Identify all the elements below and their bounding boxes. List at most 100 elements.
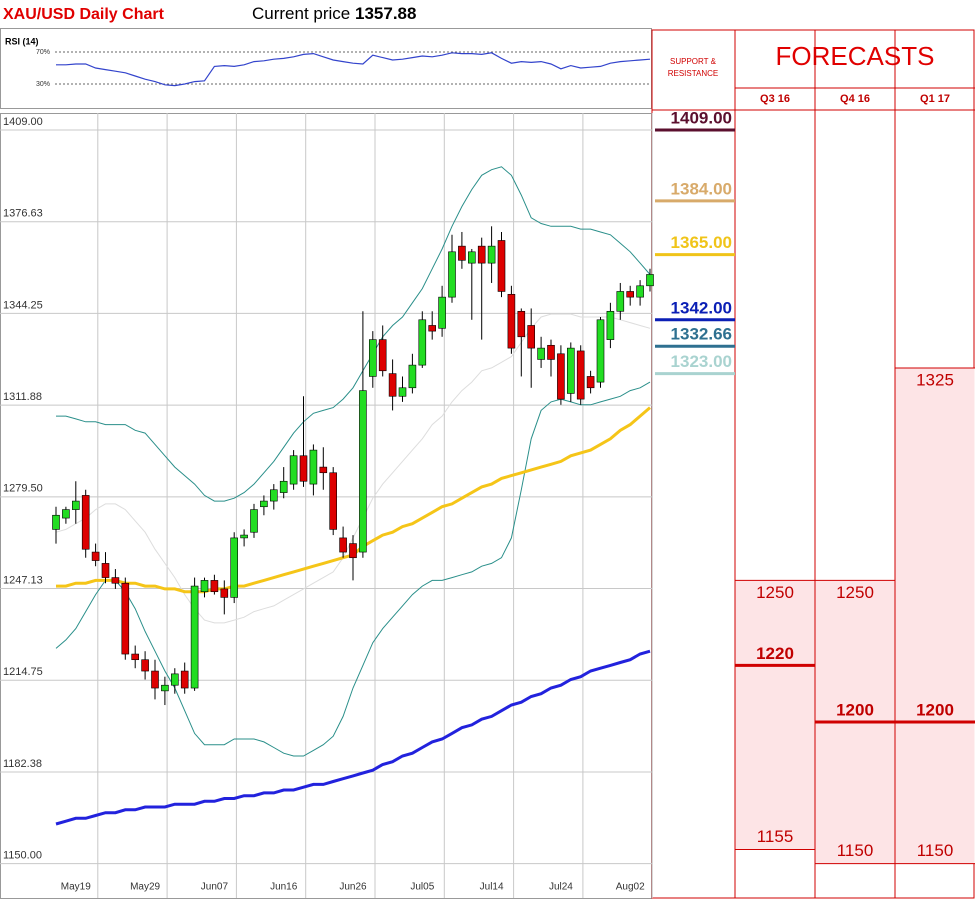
candle-body: [517, 310, 526, 338]
candle-body: [408, 364, 417, 389]
candle-body: [101, 563, 110, 578]
candle-body: [388, 373, 397, 397]
candle-body: [161, 684, 169, 692]
support-title: SUPPORT &: [670, 57, 717, 66]
rsi-line: [56, 52, 651, 87]
forecast-mid-label: 1200: [836, 701, 874, 720]
forecast-low-label: 1150: [917, 841, 954, 860]
candle-body: [329, 472, 338, 530]
support-label: 1409.00: [671, 108, 732, 127]
y-tick-label: 1409.00: [3, 116, 43, 128]
candle-body: [240, 534, 248, 539]
candle-body: [289, 455, 298, 485]
y-tick-label: 30%: [36, 81, 50, 88]
candle-body: [606, 310, 615, 340]
y-tick-label: 1376.63: [3, 208, 43, 220]
candle-body: [121, 582, 130, 655]
candle-body: [428, 325, 437, 332]
y-tick-label: 1247.13: [3, 574, 43, 586]
chart-title: XAU/USD Daily Chart: [3, 6, 165, 23]
candle-body: [151, 670, 159, 689]
candle-body: [220, 588, 229, 598]
candle-body: [636, 285, 644, 298]
price-label: Current price: [252, 4, 350, 23]
candle-body: [91, 551, 100, 561]
candle-body: [576, 350, 585, 400]
overlay-line: [56, 166, 651, 502]
column-header: Q4 16: [840, 93, 870, 105]
x-tick-label: Jul24: [549, 882, 573, 893]
candle-body: [487, 245, 496, 264]
candle-body: [368, 339, 377, 377]
price-value: 1357.88: [355, 4, 416, 23]
candle-body: [260, 500, 268, 508]
forecast-high-label: 1325: [916, 370, 954, 389]
x-tick-label: Jun07: [201, 882, 229, 893]
candle-body: [398, 387, 407, 397]
candle-body: [527, 325, 536, 349]
forecast-title: FORECASTS: [776, 41, 935, 71]
candle-body: [477, 245, 486, 264]
candle-body: [586, 376, 595, 389]
candle-body: [646, 274, 654, 287]
overlay-line: [55, 649, 651, 826]
candle-body: [566, 347, 575, 394]
support-label: 1332.66: [671, 325, 732, 344]
y-tick-label: 1182.38: [3, 758, 42, 770]
x-tick-label: Aug02: [616, 882, 645, 893]
x-tick-label: May29: [130, 882, 160, 893]
candle-body: [378, 339, 387, 372]
forecast-low-label: 1150: [837, 841, 874, 860]
support-label: 1384.00: [671, 179, 732, 198]
y-tick-label: 1150.00: [3, 850, 42, 862]
candle-body: [190, 585, 199, 689]
candle-body: [547, 344, 555, 360]
support-label: 1342.00: [671, 298, 732, 317]
candle-body: [596, 319, 605, 383]
support-title: RESISTANCE: [668, 69, 719, 78]
candle-body: [359, 390, 367, 553]
candle-body: [230, 537, 238, 598]
forecast-high-label: 1250: [836, 583, 874, 602]
x-tick-label: Jun16: [270, 882, 298, 893]
candle-body: [626, 291, 635, 298]
candle-body: [616, 291, 625, 312]
x-tick-label: May19: [61, 882, 91, 893]
candle-body: [62, 509, 70, 519]
support-label: 1365.00: [671, 233, 732, 252]
y-tick-label: 1311.88: [3, 391, 42, 403]
candle-body: [497, 240, 506, 292]
candle-body: [269, 489, 278, 502]
y-tick-label: 1279.50: [3, 483, 43, 495]
candle-body: [171, 673, 179, 686]
candle-body: [299, 455, 308, 482]
column-header: Q3 16: [760, 93, 790, 105]
candle-body: [81, 495, 90, 550]
candle-body: [537, 347, 545, 360]
forecast-mid-label: 1200: [916, 701, 954, 720]
candle-body: [467, 251, 476, 264]
candle-body: [507, 293, 516, 349]
y-tick-label: 1344.25: [3, 299, 43, 311]
forecast-low-label: 1155: [757, 827, 794, 846]
candle-body: [438, 296, 446, 329]
forecast-range: [895, 367, 975, 864]
price-line: Current price 1357.88: [252, 4, 416, 23]
candle-body: [279, 480, 288, 493]
candle-body: [131, 653, 139, 661]
candle-body: [418, 319, 427, 366]
x-tick-label: Jul05: [410, 882, 434, 893]
candle-body: [200, 580, 209, 593]
candle-body: [349, 543, 357, 559]
candle-body: [557, 353, 565, 400]
forecast-range: [735, 580, 815, 850]
column-header: Q1 17: [920, 93, 950, 105]
candle-body: [141, 659, 149, 672]
x-tick-label: Jun26: [339, 882, 367, 893]
candle-body: [111, 577, 120, 584]
candle-body: [319, 466, 328, 474]
forecast-high-label: 1250: [756, 583, 794, 602]
candle-body: [250, 509, 258, 533]
